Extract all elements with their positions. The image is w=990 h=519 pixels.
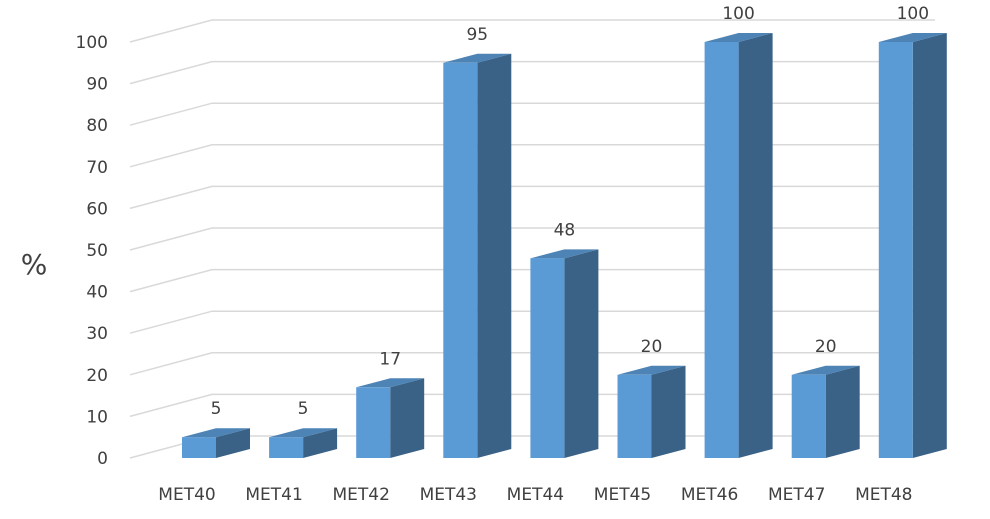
bar-side [651, 365, 686, 458]
x-tick-label: MET46 [681, 485, 738, 505]
bar-top [182, 428, 250, 438]
y-axis-label: % [21, 248, 48, 281]
y-tick-label: 20 [86, 366, 108, 386]
data-label: 20 [815, 337, 837, 357]
bar-side [216, 428, 250, 458]
data-label: 100 [722, 4, 754, 24]
y-axis-ticks: 0 10 20 30 40 50 60 70 80 90 100 [76, 33, 108, 469]
x-tick-label: MET42 [332, 485, 389, 505]
data-label: 5 [211, 399, 222, 419]
gridline [129, 102, 935, 126]
x-axis-ticks: MET40 MET41 MET42 MET43 MET44 MET45 MET46 MET47… [158, 485, 912, 505]
bar [878, 33, 947, 458]
data-label: 17 [379, 349, 401, 369]
bar [704, 33, 773, 458]
bar-top [878, 33, 947, 42]
gridline [129, 185, 935, 210]
bar-top [704, 33, 773, 42]
bar-side [564, 249, 599, 458]
bar-top [791, 365, 860, 375]
y-tick-label: 90 [86, 75, 108, 95]
bar [617, 365, 686, 458]
gridline [129, 393, 935, 418]
gridline [129, 352, 935, 376]
y-tick-label: 0 [97, 449, 108, 469]
bar-top [269, 428, 338, 438]
bar-side [825, 365, 860, 458]
gridline [129, 227, 935, 251]
x-tick-label: MET44 [507, 485, 564, 505]
data-labels: 5 5 17 95 48 20 100 20 100 [211, 4, 929, 419]
bar [530, 249, 599, 458]
bar [791, 365, 860, 458]
x-tick-label: MET41 [245, 485, 302, 505]
gridline [129, 268, 935, 293]
bar-front [791, 374, 826, 458]
data-label: 48 [554, 220, 576, 240]
bar-top [356, 378, 425, 388]
bar-front [530, 258, 565, 458]
data-label: 5 [298, 399, 309, 419]
bar-side [303, 428, 338, 458]
gridline [129, 60, 935, 85]
bar-front [356, 387, 391, 458]
y-tick-label: 80 [86, 116, 108, 136]
x-tick-label: MET47 [768, 485, 825, 505]
y-tick-label: 70 [86, 158, 108, 178]
bar-front [182, 437, 216, 458]
data-label: 95 [466, 25, 488, 45]
bars [182, 33, 947, 459]
x-tick-label: MET45 [594, 485, 651, 505]
x-tick-label: MET48 [855, 485, 912, 505]
bar-top [530, 249, 599, 259]
bar [269, 428, 338, 458]
y-tick-label: 30 [86, 324, 108, 344]
y-tick-label: 50 [86, 241, 108, 261]
bar-top [443, 53, 512, 63]
y-tick-label: 60 [86, 199, 108, 219]
bar-side [912, 33, 947, 458]
gridline [129, 144, 935, 168]
bar-side [738, 33, 773, 458]
x-tick-label: MET43 [420, 485, 477, 505]
bar [356, 378, 425, 458]
y-tick-label: 100 [76, 33, 108, 53]
bar [182, 428, 250, 458]
bar-front [878, 42, 913, 458]
bar-side [477, 53, 512, 459]
gridline [129, 310, 935, 334]
bar-front [704, 42, 739, 458]
bar-side [390, 378, 425, 458]
y-tick-label: 10 [86, 407, 108, 427]
bar-front [617, 374, 652, 458]
x-tick-label: MET40 [158, 485, 215, 505]
bar-front [269, 437, 304, 458]
gridlines [129, 19, 935, 459]
y-tick-label: 40 [86, 283, 108, 303]
bar-top [617, 365, 686, 375]
data-label: 20 [641, 337, 663, 357]
bar-front [443, 62, 478, 459]
data-label: 100 [897, 4, 929, 24]
bar [443, 53, 512, 459]
gridline [129, 19, 935, 43]
